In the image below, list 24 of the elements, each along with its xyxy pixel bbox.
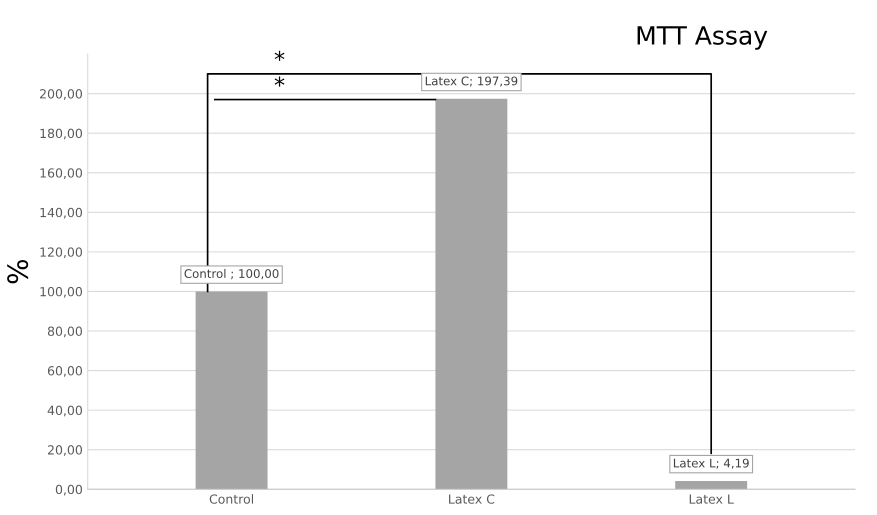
y-tick-label: 20,00 bbox=[48, 445, 82, 456]
annotation: * bbox=[274, 50, 284, 61]
y-axis-title: % bbox=[7, 260, 28, 284]
y-tick-label: 80,00 bbox=[48, 326, 82, 338]
x-tick-label: Control bbox=[210, 494, 253, 504]
annotation: * bbox=[274, 76, 284, 87]
y-tick-label: 120,00 bbox=[40, 247, 82, 258]
data-label: Latex L; 4,19 bbox=[674, 458, 749, 469]
bar bbox=[675, 480, 748, 490]
data-label: Latex C; 197,39 bbox=[426, 76, 518, 87]
y-tick-label: 180,00 bbox=[40, 128, 82, 140]
y-tick-label: 200,00 bbox=[40, 89, 82, 100]
x-tick-label: Latex C bbox=[449, 494, 494, 504]
y-tick-label: 160,00 bbox=[40, 168, 82, 179]
x-tick-label: Latex L bbox=[690, 494, 734, 504]
y-tick-label: 0,00 bbox=[56, 484, 82, 496]
chart-title: MTT Assay bbox=[638, 26, 768, 50]
bar bbox=[435, 98, 508, 490]
y-tick-label: 60,00 bbox=[48, 366, 82, 377]
y-tick-label: 40,00 bbox=[48, 406, 82, 416]
data-label: Control ; 100,00 bbox=[184, 268, 279, 280]
y-tick-label: 100,00 bbox=[40, 286, 82, 298]
bar bbox=[196, 291, 268, 490]
y-tick-label: 140,00 bbox=[40, 208, 82, 219]
